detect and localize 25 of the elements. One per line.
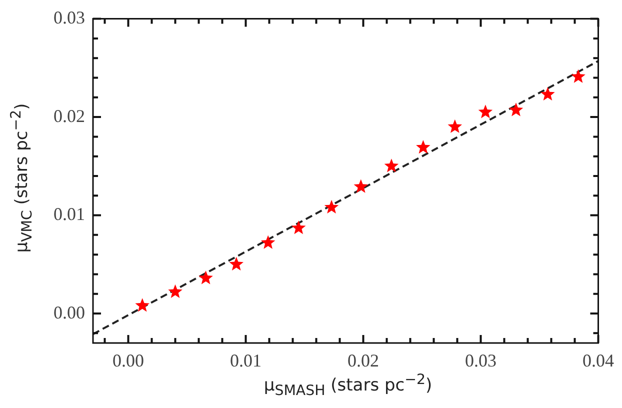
point: [448, 119, 462, 133]
point: [324, 200, 339, 214]
x-axis-title: μ$_{SMASH}$ (stars pc$^{−2}$): [264, 372, 432, 400]
x-tick-label: 0.04: [582, 350, 614, 371]
point: [354, 179, 368, 193]
text: 0.00: [112, 350, 144, 371]
point: [291, 220, 306, 234]
y-tick-label: 0.02: [54, 106, 85, 126]
x-tick-label: 0.01: [230, 350, 262, 371]
point: [168, 284, 182, 298]
y-tick-label: 0.00: [54, 302, 85, 322]
point: [198, 270, 213, 284]
point: [416, 140, 430, 154]
point: [478, 104, 493, 118]
x-tick-label: 0.03: [465, 350, 496, 371]
point: [508, 102, 524, 116]
point: [135, 298, 150, 312]
point: [384, 158, 399, 172]
point: [571, 69, 586, 83]
point: [229, 256, 244, 270]
y-tick-label: 0.01: [54, 204, 85, 224]
x-tick-label: 0.02: [348, 350, 379, 371]
point: [260, 235, 276, 249]
y-tick-label: 0.03: [54, 8, 85, 28]
point: [540, 86, 555, 101]
